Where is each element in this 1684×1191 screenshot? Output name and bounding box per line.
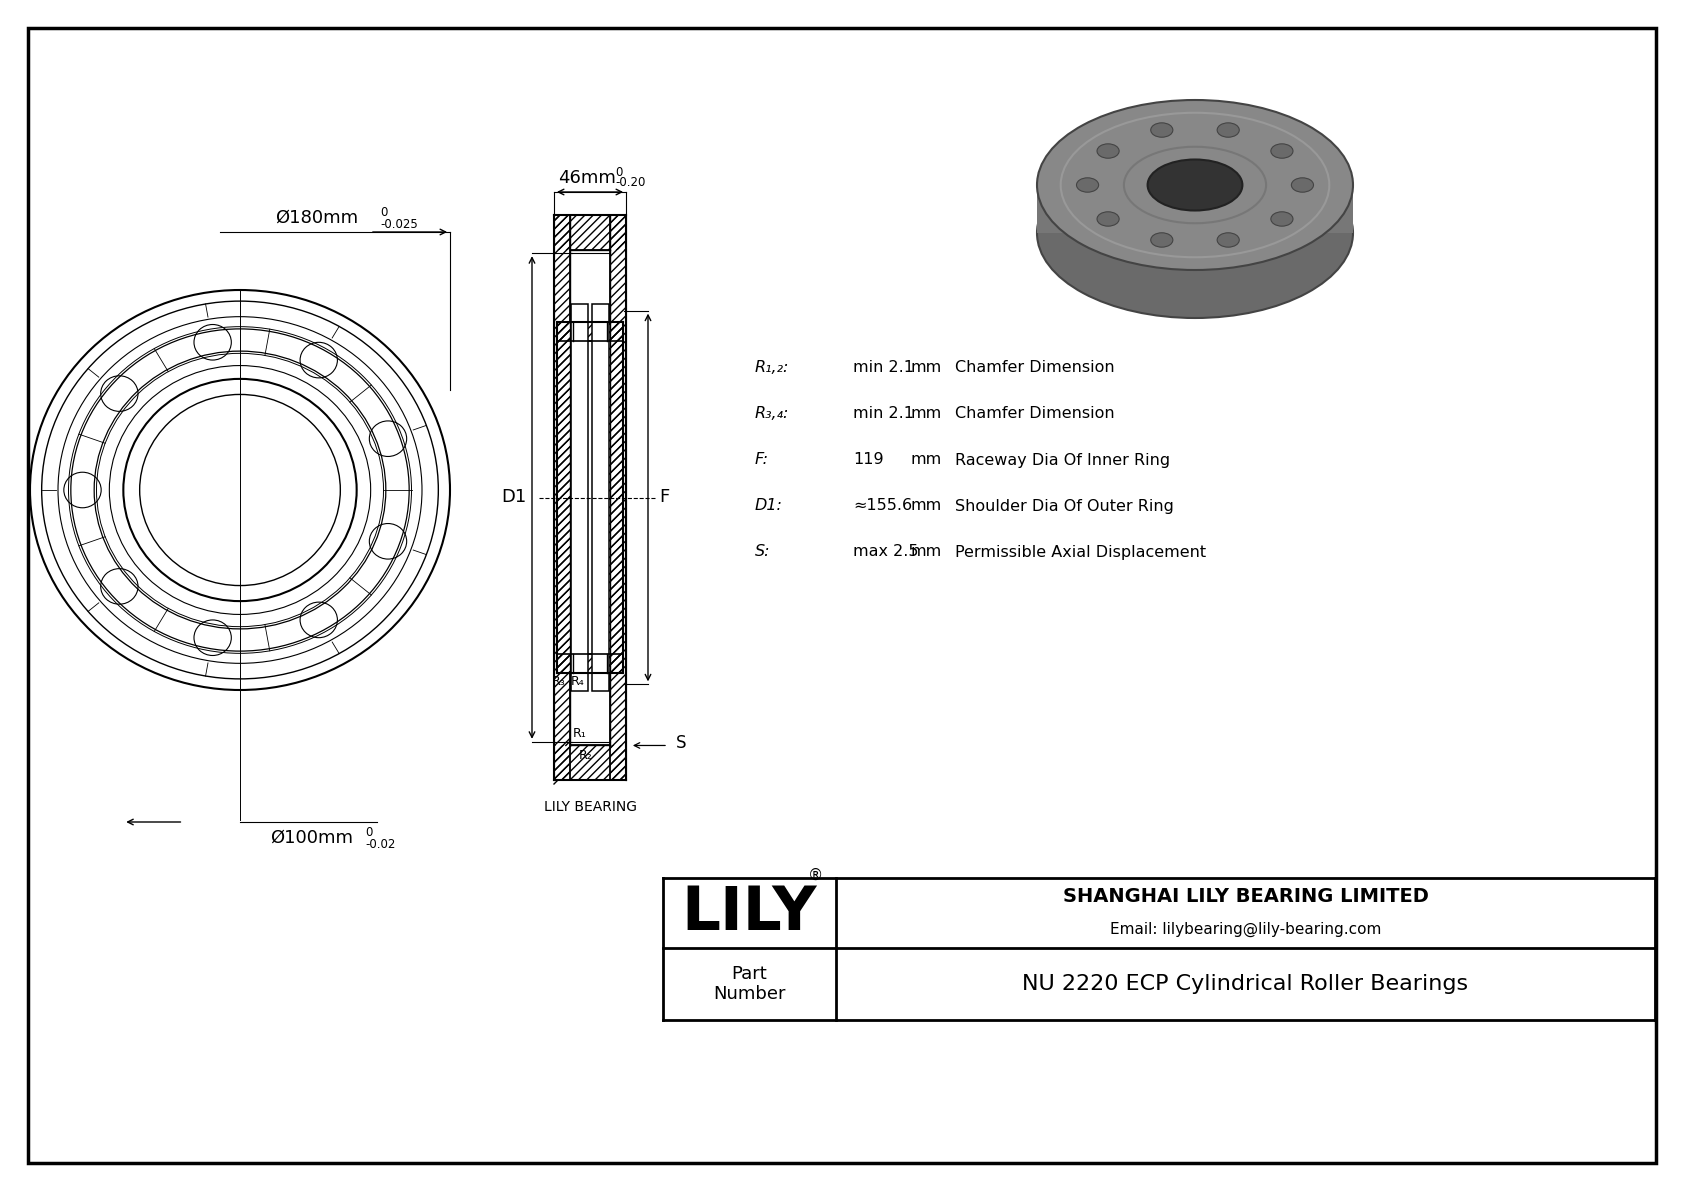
Text: F:: F: [754, 453, 770, 468]
Text: R₄: R₄ [571, 675, 584, 688]
Text: min 2.1: min 2.1 [854, 361, 914, 375]
Text: mm: mm [909, 406, 941, 422]
Ellipse shape [1037, 100, 1352, 270]
Text: S:: S: [754, 544, 771, 560]
Bar [557, 322, 623, 341]
Text: Raceway Dia Of Inner Ring: Raceway Dia Of Inner Ring [955, 453, 1170, 468]
Text: -0.025: -0.025 [381, 218, 418, 231]
Text: F: F [658, 488, 669, 506]
Text: LILY: LILY [682, 884, 817, 942]
Text: 0: 0 [365, 827, 372, 840]
Text: Part
Number: Part Number [714, 965, 786, 1003]
Ellipse shape [1150, 123, 1172, 137]
Bar [554, 216, 569, 780]
Text: R₂: R₂ [579, 749, 593, 762]
Text: Email: lilybearing@lily-bearing.com: Email: lilybearing@lily-bearing.com [1110, 922, 1381, 936]
Text: SHANGHAI LILY BEARING LIMITED: SHANGHAI LILY BEARING LIMITED [1063, 887, 1428, 906]
Text: Ø180mm: Ø180mm [274, 208, 359, 227]
Text: mm: mm [909, 361, 941, 375]
Text: R₁: R₁ [573, 728, 586, 741]
Ellipse shape [1292, 177, 1314, 192]
Text: R₃,₄:: R₃,₄: [754, 406, 790, 422]
Bar [557, 322, 573, 673]
Text: Permissible Axial Displacement: Permissible Axial Displacement [955, 544, 1206, 560]
Ellipse shape [1037, 148, 1352, 318]
Text: ≈155.6: ≈155.6 [854, 499, 913, 513]
Text: Ø100mm: Ø100mm [269, 829, 354, 847]
Text: 119: 119 [854, 453, 884, 468]
Bar [554, 746, 626, 780]
Text: NU 2220 ECP Cylindrical Roller Bearings: NU 2220 ECP Cylindrical Roller Bearings [1022, 974, 1468, 994]
Text: 0: 0 [615, 166, 623, 179]
Text: LILY BEARING: LILY BEARING [544, 800, 637, 813]
Text: mm: mm [909, 499, 941, 513]
Text: -0.02: -0.02 [365, 837, 396, 850]
Bar [1037, 185, 1352, 233]
Bar [610, 216, 626, 780]
Bar [557, 654, 623, 673]
Text: R₁,₂:: R₁,₂: [754, 361, 790, 375]
Text: 46mm: 46mm [557, 169, 616, 187]
Ellipse shape [1218, 232, 1239, 248]
Bar [591, 305, 610, 691]
Text: ®: ® [808, 868, 823, 883]
Text: D1:: D1: [754, 499, 783, 513]
Text: mm: mm [909, 544, 941, 560]
Text: Chamfer Dimension: Chamfer Dimension [955, 361, 1115, 375]
Ellipse shape [1150, 232, 1172, 248]
Ellipse shape [1271, 144, 1293, 158]
Bar [554, 216, 626, 250]
Text: mm: mm [909, 453, 941, 468]
Text: S: S [675, 735, 687, 753]
Text: R₃: R₃ [552, 675, 566, 688]
Bar [554, 216, 569, 780]
Bar [571, 305, 588, 691]
Text: Chamfer Dimension: Chamfer Dimension [955, 406, 1115, 422]
Text: D1: D1 [502, 488, 527, 506]
Ellipse shape [1076, 177, 1098, 192]
Bar [557, 322, 623, 341]
Bar [554, 746, 626, 780]
Text: Shoulder Dia Of Outer Ring: Shoulder Dia Of Outer Ring [955, 499, 1174, 513]
Text: 0: 0 [381, 206, 387, 219]
Bar [610, 216, 626, 780]
Ellipse shape [1096, 212, 1120, 226]
Text: min 2.1: min 2.1 [854, 406, 914, 422]
Ellipse shape [1271, 212, 1293, 226]
Bar [608, 322, 623, 673]
Text: -0.20: -0.20 [615, 176, 645, 189]
Text: max 2.5: max 2.5 [854, 544, 918, 560]
Bar [557, 322, 573, 673]
Bar [608, 322, 623, 673]
Bar [554, 216, 626, 250]
Ellipse shape [1218, 123, 1239, 137]
Bar [557, 654, 623, 673]
Ellipse shape [1147, 160, 1243, 211]
Ellipse shape [1096, 144, 1120, 158]
